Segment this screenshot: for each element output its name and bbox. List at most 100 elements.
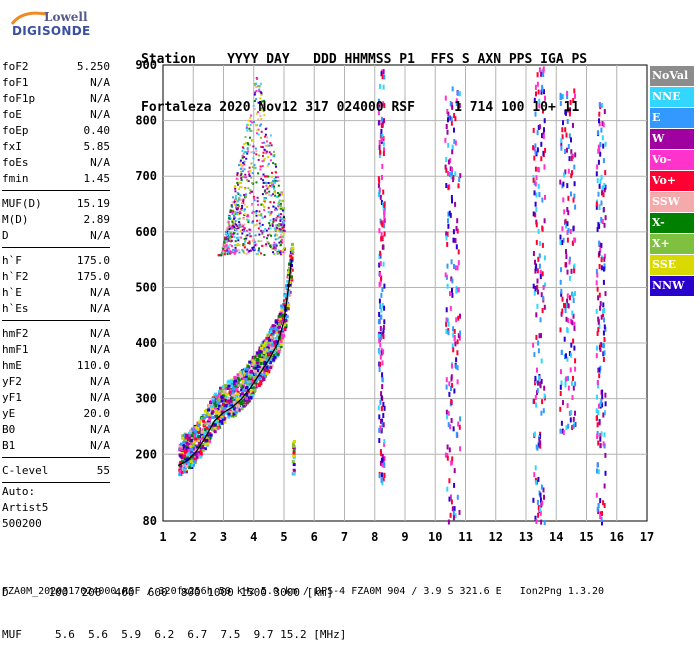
echo-point: [598, 367, 601, 373]
echo-point: [568, 351, 571, 356]
echo-point: [569, 107, 571, 113]
param-key: M(D): [2, 213, 29, 226]
echo-point: [277, 342, 281, 346]
echo-point: [260, 109, 263, 112]
echo-point: [269, 134, 272, 137]
echo-point: [239, 161, 242, 164]
echo-point: [237, 249, 240, 251]
echo-point: [566, 403, 569, 409]
param-value: 175.0: [76, 270, 110, 283]
echo-point: [235, 244, 238, 247]
echo-point: [596, 286, 599, 292]
echo-point: [290, 278, 294, 282]
echo-point: [258, 233, 261, 236]
echo-point: [262, 159, 265, 162]
echo-point: [457, 315, 460, 321]
echo-point: [452, 326, 455, 332]
echo-point: [459, 313, 461, 319]
param-row: h`F2 175.0: [2, 270, 110, 286]
echo-point: [227, 412, 231, 416]
echo-point: [572, 293, 575, 299]
echo-point: [232, 196, 234, 199]
echo-point: [258, 219, 261, 222]
echo-point: [259, 103, 262, 106]
echo-point: [377, 192, 380, 198]
x-tick-label: 6: [311, 530, 318, 544]
echo-point: [534, 149, 537, 155]
echo-point: [573, 237, 576, 243]
echo-point: [211, 416, 215, 419]
echo-point: [536, 72, 539, 78]
echo-point: [183, 440, 186, 444]
echo-point: [270, 153, 273, 156]
echo-point: [379, 325, 382, 331]
echo-point: [598, 264, 601, 269]
echo-point: [277, 184, 280, 187]
echo-point: [258, 88, 261, 91]
echo-point: [242, 198, 245, 201]
echo-point: [541, 133, 543, 139]
echo-point: [234, 211, 237, 214]
echo-point: [291, 242, 294, 246]
echo-point: [214, 409, 218, 413]
echo-point: [243, 367, 247, 371]
echo-point: [255, 181, 258, 184]
echo-point: [253, 381, 257, 385]
echo-point: [446, 241, 449, 247]
echo-point: [600, 257, 603, 263]
muf-distance-row: D 100 200 400 600 800 1000 1500 3000 [km…: [2, 586, 334, 599]
echo-point: [272, 251, 275, 254]
echo-point: [572, 416, 575, 422]
echo-point: [219, 419, 222, 423]
echo-point: [259, 358, 263, 362]
echo-point: [380, 457, 383, 463]
echo-point: [597, 469, 600, 475]
echo-point: [602, 279, 605, 285]
echo-point: [284, 319, 288, 322]
echo-point: [544, 147, 547, 153]
echo-point: [381, 384, 384, 390]
echo-point: [457, 260, 460, 266]
echo-point: [262, 377, 265, 381]
echo-point: [454, 238, 457, 243]
echo-point: [602, 500, 605, 506]
echo-point: [268, 348, 272, 352]
echo-point: [222, 398, 226, 402]
param-value: N/A: [90, 439, 110, 452]
echo-point: [572, 153, 574, 159]
echo-point: [562, 197, 565, 203]
echo-point: [249, 235, 252, 238]
echo-point: [447, 410, 450, 416]
echo-point: [603, 432, 606, 438]
echo-point: [256, 358, 260, 361]
echo-point: [262, 374, 266, 378]
echo-point: [224, 251, 227, 254]
echo-point: [276, 326, 280, 330]
echo-point: [604, 452, 607, 458]
echo-point: [383, 405, 386, 411]
echo-point: [534, 143, 537, 149]
echo-point: [273, 234, 276, 237]
echo-point: [453, 139, 456, 144]
echo-point: [444, 137, 447, 143]
echo-point: [243, 381, 247, 385]
echo-point: [535, 219, 538, 225]
echo-point: [280, 207, 283, 210]
echo-point: [247, 150, 250, 153]
echo-point: [281, 313, 285, 317]
echo-point: [228, 233, 231, 236]
echo-point: [260, 213, 263, 216]
echo-point: [536, 130, 539, 136]
echo-point: [453, 329, 456, 334]
echo-point: [243, 227, 246, 230]
echo-point: [566, 207, 569, 212]
echo-point: [600, 431, 603, 437]
echo-point: [279, 216, 282, 219]
echo-point: [291, 250, 295, 254]
echo-point: [259, 346, 263, 350]
echo-point: [380, 428, 383, 434]
echo-point: [381, 360, 384, 366]
echo-point: [256, 124, 258, 127]
echo-point: [280, 328, 284, 332]
echo-point: [290, 256, 294, 260]
